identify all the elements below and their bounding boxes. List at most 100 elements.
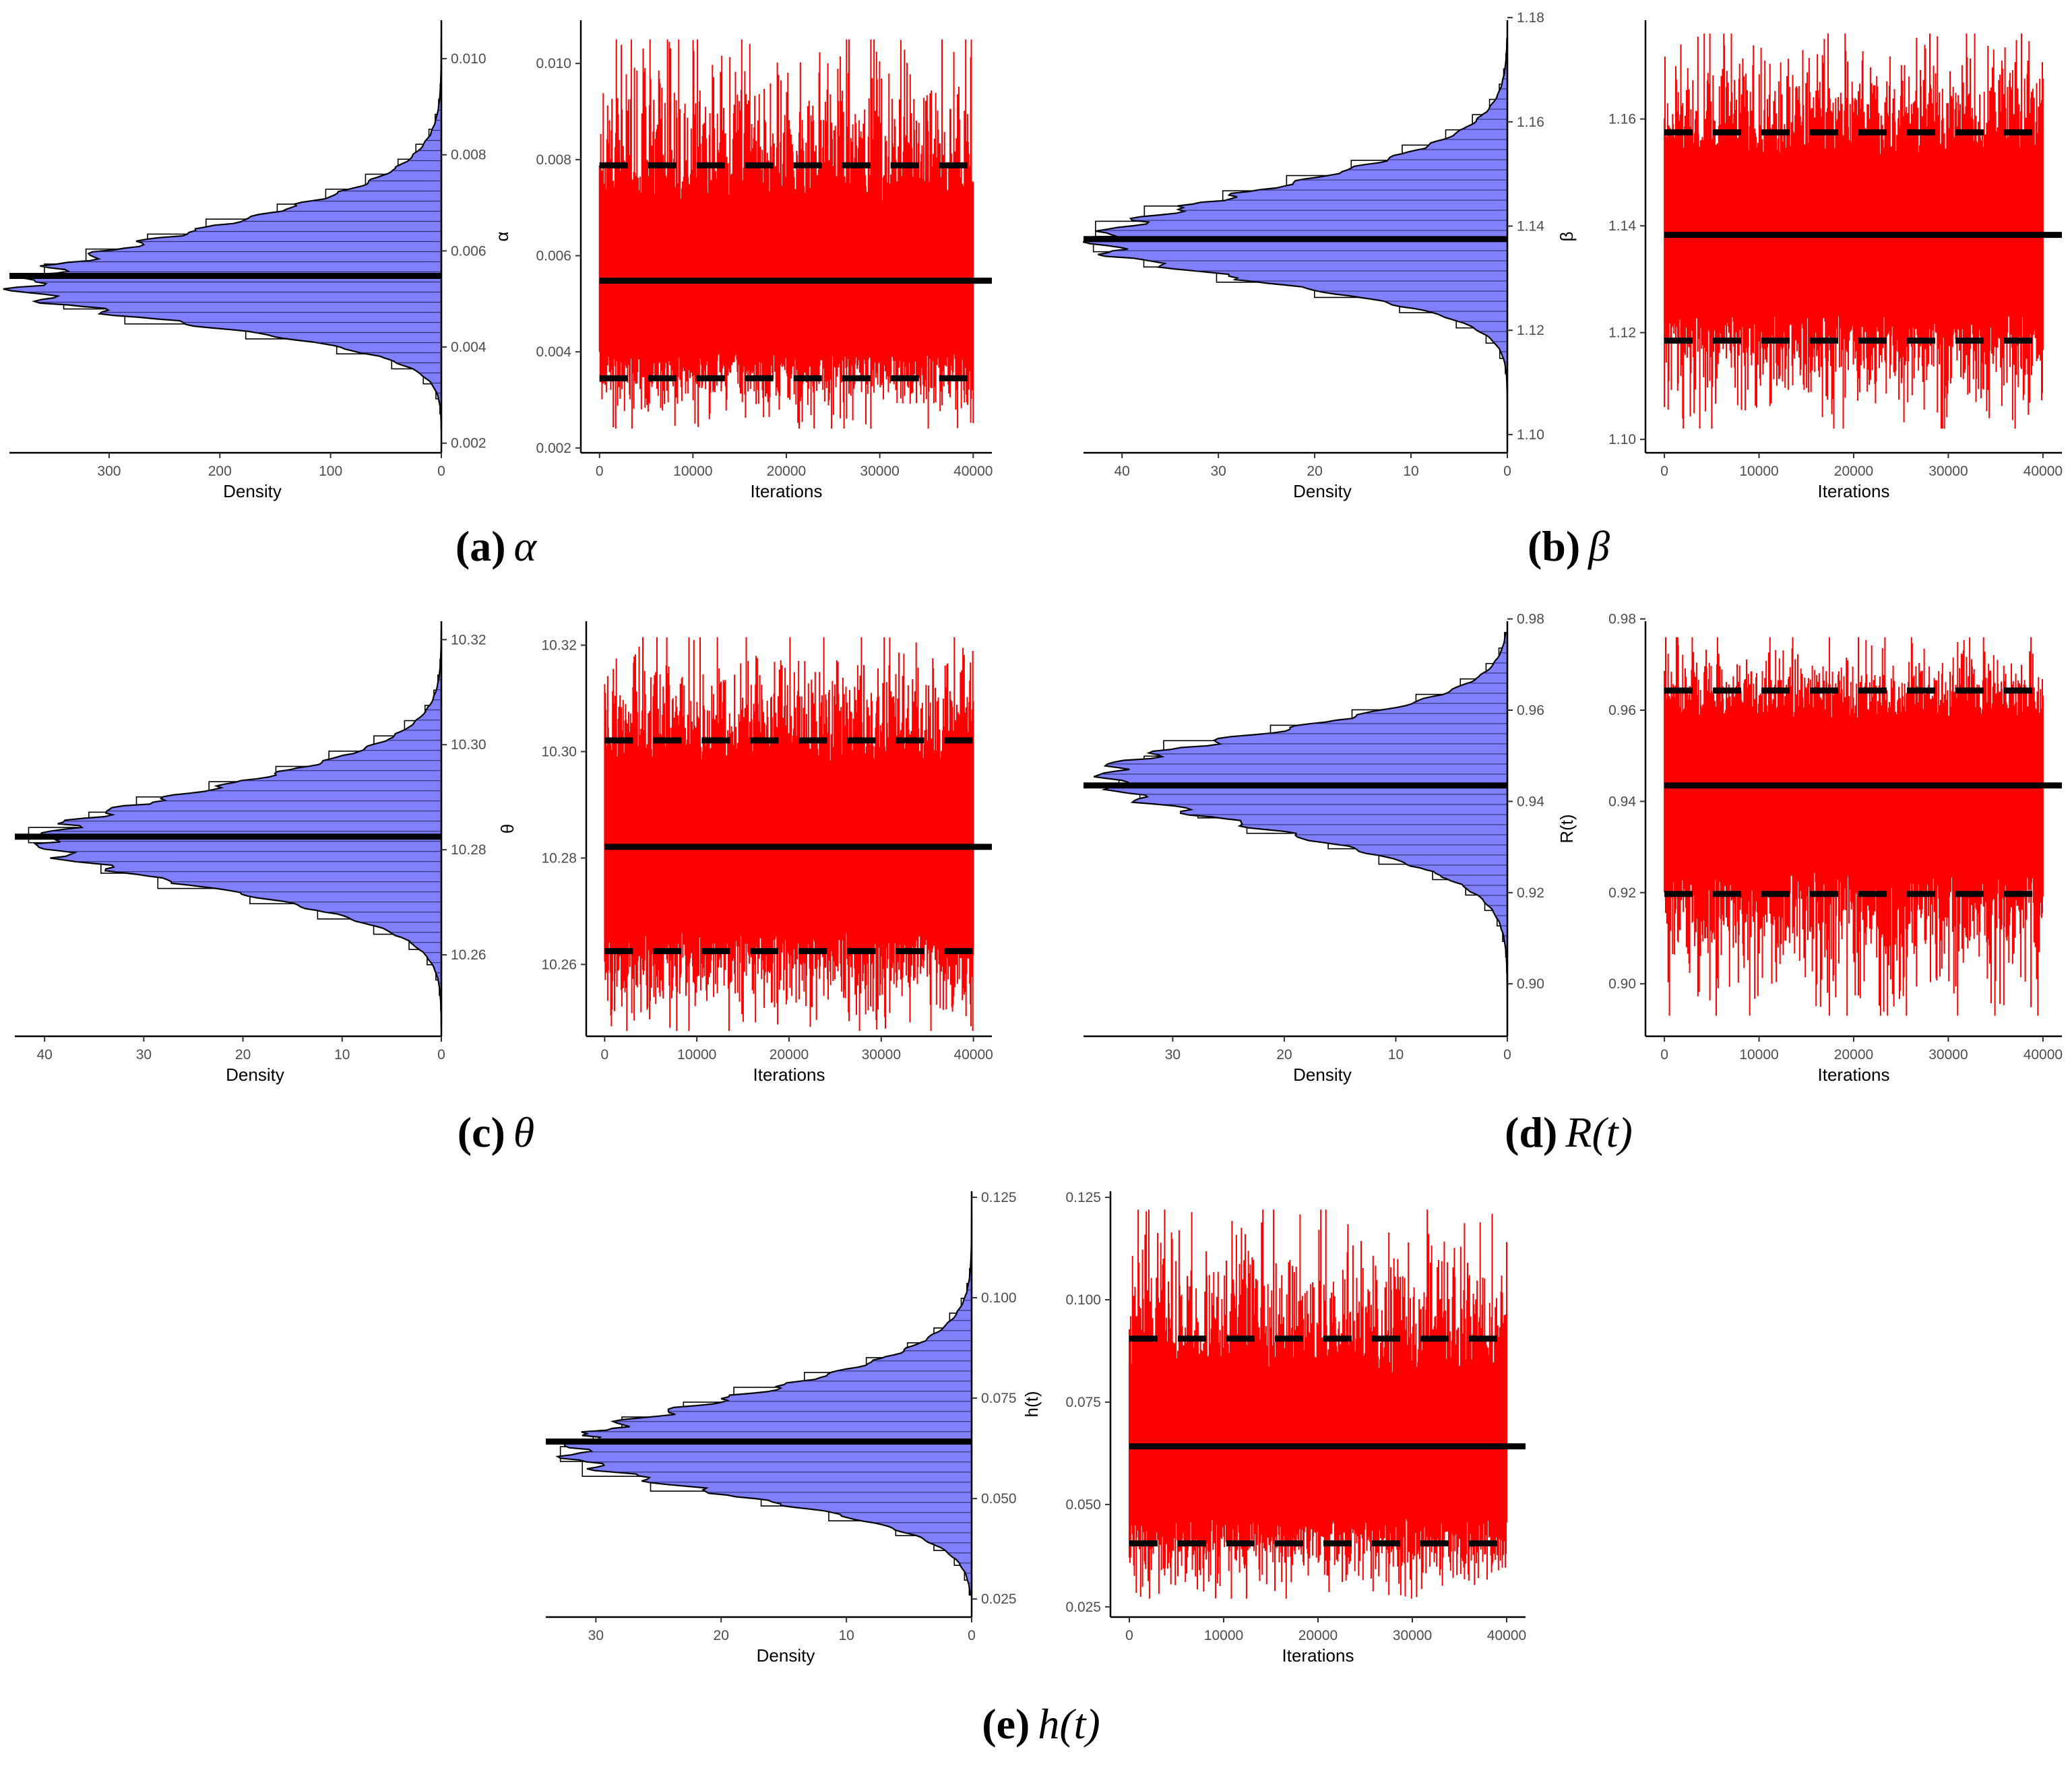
- panel-d-trace: 0.90 0.92 0.94 0.96 0.98 0 10000 20000 30000 4000…: [1557, 612, 2063, 1085]
- density-x-tick-label: 30: [588, 1628, 604, 1643]
- trace-y-tick-label: 0.125: [1065, 1190, 1101, 1205]
- trace-y-tick-label: 10.26: [541, 957, 577, 972]
- panel-b-trace: 1.10 1.12 1.14 1.16 0 10000 20000 30000 40000 Ite…: [1557, 20, 2063, 501]
- trace-y-tick-label: 0.025: [1065, 1600, 1101, 1615]
- density-y-tick-label: 0.006: [451, 243, 486, 259]
- trace-x-tick-label: 10000: [1739, 464, 1778, 479]
- trace-x-axis-title: Iterations: [1282, 1645, 1354, 1666]
- panel-e-trace: 0.025 0.050 0.075 0.100 0.125 0 10000 20000 3000…: [1022, 1190, 1526, 1666]
- density-y-tick-label: 0.96: [1517, 703, 1544, 718]
- trace-x-tick-label: 40000: [953, 464, 993, 479]
- trace-x-axis-title: Iterations: [1818, 481, 1890, 501]
- caption-symbol: α: [514, 522, 538, 570]
- panel-caption: (a) α: [456, 522, 538, 570]
- trace-x-tick-label: 10000: [673, 464, 712, 479]
- trace-y-tick-label: 10.28: [541, 850, 577, 866]
- trace-y-axis-title: β: [1557, 232, 1577, 242]
- trace-y-axis-title: θ: [497, 824, 517, 833]
- density-y-tick-label: 0.025: [981, 1591, 1017, 1607]
- density-x-tick-label: 0: [1503, 1047, 1511, 1063]
- trace-x-tick-label: 30000: [860, 464, 899, 479]
- density-y-tick-label: 0.002: [451, 436, 486, 451]
- caption-letter: (a): [456, 522, 506, 570]
- trace-x-tick-label: 30000: [1393, 1628, 1432, 1643]
- panel-b-density: 1.10 1.12 1.14 1.16 1.18 40 30 20 10 0 Density: [1083, 10, 1544, 501]
- trace-y-tick-label: 1.14: [1608, 218, 1636, 234]
- density-curve: [555, 1209, 973, 1596]
- panel-a-trace: 0.002 0.004 0.006 0.008 0.010 0 10000 20000 3000…: [492, 20, 993, 501]
- caption-symbol: h(t): [1038, 1700, 1100, 1748]
- trace-y-tick-label: 0.010: [536, 56, 571, 71]
- caption-letter: (d): [1505, 1108, 1557, 1156]
- density-x-tick-label: 20: [1276, 1047, 1292, 1063]
- density-x-tick-label: 20: [714, 1628, 729, 1643]
- panel-caption: (b) β: [1528, 522, 1610, 570]
- caption-letter: (b): [1528, 522, 1580, 570]
- panel-d-density: 0.90 0.92 0.94 0.96 0.98 30 20 10 0 Density: [1084, 612, 1544, 1085]
- density-y-tick-label: 1.14: [1517, 219, 1544, 234]
- trace-x-tick-label: 40000: [953, 1047, 993, 1063]
- caption-symbol: R(t): [1565, 1108, 1633, 1156]
- trace-y-tick-label: 1.16: [1608, 112, 1636, 127]
- density-y-tick-label: 0.100: [981, 1290, 1017, 1306]
- caption-symbol: β: [1587, 522, 1610, 570]
- panel-a-density: 0.002 0.004 0.006 0.008 0.010 300 200 100 0 Densi…: [3, 20, 486, 501]
- panel-caption: (c) θ: [458, 1108, 534, 1156]
- density-x-tick-label: 20: [1307, 464, 1322, 479]
- caption-c: (c) θ: [458, 1108, 534, 1156]
- density-x-axis-title: Density: [1293, 1065, 1352, 1085]
- trace-x-tick-label: 20000: [1298, 1628, 1338, 1643]
- trace-line: [1129, 1209, 1507, 1599]
- density-x-tick-label: 10: [1403, 464, 1418, 479]
- trace-y-tick-label: 0.006: [536, 249, 571, 264]
- trace-x-tick-label: 0: [1660, 1047, 1668, 1063]
- trace-y-axis-title: h(t): [1022, 1391, 1042, 1418]
- trace-x-tick-label: 30000: [862, 1047, 901, 1063]
- density-y-tick-label: 1.12: [1517, 323, 1544, 338]
- density-x-tick-label: 0: [1503, 464, 1511, 479]
- trace-x-tick-label: 20000: [770, 1047, 809, 1063]
- trace-y-tick-label: 0.90: [1608, 976, 1636, 992]
- density-y-tick-label: 0.125: [981, 1190, 1017, 1205]
- trace-y-tick-label: 10.32: [541, 638, 577, 654]
- trace-y-axis-title: R(t): [1557, 814, 1577, 843]
- density-y-tick-label: 0.94: [1517, 794, 1544, 809]
- panel-caption: (e) h(t): [982, 1700, 1100, 1748]
- density-y-tick-label: 0.050: [981, 1491, 1017, 1507]
- density-y-tick-label: 10.30: [451, 737, 486, 753]
- density-x-axis-title: Density: [223, 481, 282, 501]
- trace-y-axis-title: α: [492, 231, 512, 241]
- density-x-tick-label: 10: [1388, 1047, 1404, 1063]
- trace-x-tick-label: 40000: [2023, 464, 2063, 479]
- trace-y-tick-label: 0.98: [1608, 612, 1636, 627]
- caption-letter: (c): [458, 1108, 505, 1156]
- density-y-tick-label: 0.92: [1517, 885, 1544, 901]
- density-x-tick-label: 40: [36, 1047, 52, 1063]
- trace-x-tick-label: 30000: [1928, 1047, 1968, 1063]
- density-x-tick-label: 20: [235, 1047, 251, 1063]
- density-x-axis-title: Density: [1293, 481, 1352, 501]
- caption-d: (d) R(t): [1505, 1108, 1633, 1156]
- density-x-tick-label: 300: [97, 464, 121, 479]
- density-hatching: [9, 39, 441, 424]
- trace-x-tick-label: 10000: [1739, 1047, 1778, 1063]
- trace-y-tick-label: 10.30: [541, 744, 577, 759]
- panel-e-density: 0.025 0.050 0.075 0.100 0.125 30 20 10 0 Density: [546, 1190, 1017, 1666]
- trace-x-tick-label: 0: [601, 1047, 609, 1063]
- panel-c-density: 10.26 10.28 10.30 10.32 40 30 20 10 0 Density: [15, 621, 486, 1085]
- trace-y-tick-label: 0.100: [1065, 1292, 1101, 1308]
- trace-x-tick-label: 0: [596, 464, 604, 479]
- caption-a: (a) α: [456, 522, 538, 570]
- density-curve: [3, 38, 443, 430]
- density-x-tick-label: 100: [319, 464, 342, 479]
- caption-symbol: θ: [513, 1108, 534, 1156]
- density-x-tick-label: 0: [968, 1628, 976, 1643]
- density-y-tick-label: 0.004: [451, 340, 486, 355]
- trace-x-tick-label: 40000: [1487, 1628, 1526, 1643]
- density-y-tick-label: 0.008: [451, 148, 486, 163]
- density-y-tick-label: 0.010: [451, 51, 486, 67]
- density-y-tick-label: 10.32: [451, 632, 486, 648]
- density-x-axis-title: Density: [757, 1645, 815, 1666]
- trace-x-axis-title: Iterations: [1818, 1065, 1890, 1085]
